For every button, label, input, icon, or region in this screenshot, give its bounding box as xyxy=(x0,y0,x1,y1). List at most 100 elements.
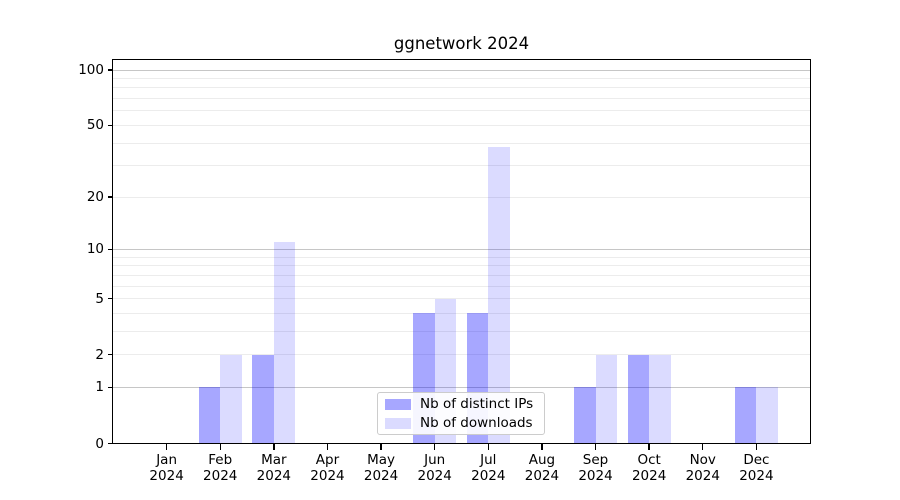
bar-ips-dec xyxy=(734,387,757,444)
gridline-minor xyxy=(113,256,810,258)
gridline-minor xyxy=(113,78,810,80)
x-tick-label: Aug 2024 xyxy=(510,452,574,484)
gridline-minor xyxy=(113,98,810,100)
x-tick-mark xyxy=(380,444,382,450)
legend-swatch-icon xyxy=(385,398,411,410)
x-tick-year: 2024 xyxy=(310,468,345,484)
y-tick-label: 0 xyxy=(95,435,104,452)
x-tick-label: Dec 2024 xyxy=(724,452,788,484)
bar-downloads-jul xyxy=(488,147,510,444)
legend-item-downloads: Nb of downloads xyxy=(385,415,544,431)
x-tick-mark xyxy=(219,444,221,450)
y-tick-mark xyxy=(107,248,113,251)
x-tick-year: 2024 xyxy=(363,468,399,484)
bar-downloads-mar xyxy=(273,242,296,444)
gridline-minor xyxy=(113,330,810,332)
bar-downloads-sep xyxy=(595,354,617,444)
x-tick-month: Dec xyxy=(743,452,770,468)
x-tick-label: Sep 2024 xyxy=(564,452,628,484)
legend-swatch-icon xyxy=(385,417,411,429)
bar-downloads-oct xyxy=(649,354,671,444)
gridline-major xyxy=(113,69,810,71)
legend: Nb of distinct IPs Nb of downloads xyxy=(377,392,545,435)
x-tick-month: Aug xyxy=(528,452,556,468)
gridline-major xyxy=(113,386,810,388)
x-tick-year: 2024 xyxy=(471,468,506,484)
x-tick-mark xyxy=(165,444,168,450)
x-tick-month: Jan xyxy=(156,452,178,468)
gridline-minor xyxy=(113,165,810,167)
y-tick-mark xyxy=(107,124,113,127)
gridline-minor xyxy=(113,274,810,276)
x-tick-mark xyxy=(594,444,597,450)
x-tick-label: Nov 2024 xyxy=(671,452,735,484)
gridline-minor xyxy=(113,124,810,126)
x-tick-month: May xyxy=(367,452,396,468)
y-tick-mark xyxy=(107,353,113,356)
x-tick-mark xyxy=(487,444,489,450)
gridline-minor xyxy=(113,312,810,314)
x-tick-mark xyxy=(702,444,704,450)
y-tick-mark xyxy=(107,69,113,71)
bar-ips-sep xyxy=(574,387,596,444)
y-tick-mark xyxy=(107,297,113,300)
x-tick-year: 2024 xyxy=(417,468,452,484)
x-tick-year: 2024 xyxy=(631,468,667,484)
bar-ips-mar xyxy=(252,354,274,444)
y-tick-label: 10 xyxy=(86,241,104,258)
x-tick-month: Apr xyxy=(315,452,340,468)
gridline-minor xyxy=(113,110,810,112)
legend-item-distinct-ips: Nb of distinct IPs xyxy=(385,396,544,412)
x-tick-label: Jan 2024 xyxy=(135,452,199,484)
x-tick-label: Apr 2024 xyxy=(295,452,359,484)
y-tick-mark xyxy=(107,442,113,445)
bar-downloads-dec xyxy=(756,387,778,444)
x-tick-mark xyxy=(433,444,436,450)
gridline-minor xyxy=(113,265,810,267)
bar-ips-feb xyxy=(198,387,221,444)
legend-label: Nb of downloads xyxy=(420,415,533,431)
x-tick-month: Jul xyxy=(480,452,497,468)
x-tick-month: Feb xyxy=(208,452,233,468)
x-tick-month: Sep xyxy=(582,452,609,468)
y-tick-label: 2 xyxy=(95,346,104,363)
x-tick-year: 2024 xyxy=(578,468,613,484)
chart-title: ggnetwork 2024 xyxy=(393,34,530,53)
x-tick-month: Mar xyxy=(261,452,287,468)
x-tick-year: 2024 xyxy=(203,468,238,484)
y-tick-mark xyxy=(107,196,113,198)
x-tick-label: May 2024 xyxy=(349,452,413,484)
gridline-minor xyxy=(113,196,810,198)
bar-downloads-feb xyxy=(220,354,242,444)
legend-label: Nb of distinct IPs xyxy=(420,396,534,412)
x-tick-mark xyxy=(541,444,543,450)
y-tick-label: 50 xyxy=(86,117,104,134)
x-tick-label: Oct 2024 xyxy=(617,452,681,484)
x-tick-label: Jul 2024 xyxy=(456,452,520,484)
x-tick-month: Nov xyxy=(689,452,716,468)
x-tick-mark xyxy=(648,444,650,450)
gridline-minor xyxy=(113,142,810,144)
y-tick-mark xyxy=(107,386,113,389)
y-tick-label: 20 xyxy=(86,189,104,206)
gridline-minor xyxy=(113,354,810,356)
bar-ips-oct xyxy=(627,354,650,444)
x-tick-month: Jun xyxy=(424,452,446,468)
x-tick-mark xyxy=(273,444,275,450)
x-tick-label: Jun 2024 xyxy=(403,452,467,484)
gridline-minor xyxy=(113,285,810,287)
x-tick-mark xyxy=(755,444,758,450)
x-tick-label: Feb 2024 xyxy=(188,452,252,484)
x-tick-year: 2024 xyxy=(739,468,774,484)
x-tick-label: Mar 2024 xyxy=(242,452,306,484)
x-tick-year: 2024 xyxy=(256,468,292,484)
y-tick-label: 1 xyxy=(95,379,104,396)
y-tick-label: 5 xyxy=(95,290,104,307)
x-tick-year: 2024 xyxy=(685,468,720,484)
gridline-minor xyxy=(113,87,810,89)
x-tick-year: 2024 xyxy=(149,468,184,484)
gridline-major xyxy=(113,248,810,250)
gridline-minor xyxy=(113,298,810,300)
y-tick-label: 100 xyxy=(78,62,104,79)
